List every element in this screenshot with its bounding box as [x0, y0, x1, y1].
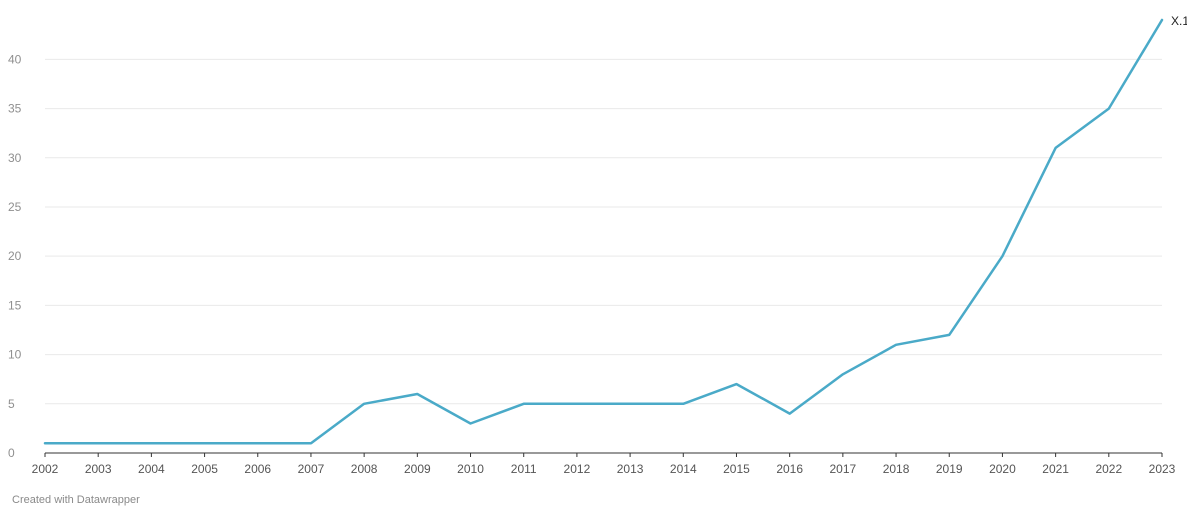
x-tick-label-2007: 2007: [298, 462, 325, 476]
y-tick-label-30: 30: [8, 151, 22, 165]
x-tick-label-2021: 2021: [1042, 462, 1069, 476]
x-tick-label-2016: 2016: [776, 462, 803, 476]
gridlines: [45, 58, 1162, 405]
y-tick-label-20: 20: [8, 249, 22, 263]
y-tick-label-40: 40: [8, 52, 22, 66]
x-tick-label-2015: 2015: [723, 462, 750, 476]
series-line-0: [43, 18, 1164, 445]
x-axis-ticks: 2002 2003 2004 2005 2006 2007 2008 2009 2010 2011…: [32, 453, 1176, 476]
y-tick-label-5: 5: [8, 397, 15, 411]
x-tick-label-2003: 2003: [85, 462, 112, 476]
x-tick-label-2022: 2022: [1095, 462, 1122, 476]
credit-text: Created with Datawrapper: [12, 494, 140, 506]
x-tick-label-2020: 2020: [989, 462, 1016, 476]
x-tick-label-2014: 2014: [670, 462, 697, 476]
y-tick-label-10: 10: [8, 348, 22, 362]
x-tick-label-2009: 2009: [404, 462, 431, 476]
x-tick-label-2017: 2017: [830, 462, 857, 476]
y-tick-label-0: 0: [8, 446, 15, 460]
series-group: X.1: [43, 14, 1187, 445]
x-tick-label-2012: 2012: [564, 462, 591, 476]
x-tick-label-2018: 2018: [883, 462, 910, 476]
y-tick-label-25: 25: [8, 200, 22, 214]
x-tick-label-2004: 2004: [138, 462, 165, 476]
x-tick-label-2011: 2011: [511, 462, 537, 476]
x-tick-label-2008: 2008: [351, 462, 378, 476]
x-tick-label-2002: 2002: [32, 462, 59, 476]
x-tick-label-2010: 2010: [457, 462, 484, 476]
x-tick-label-2023: 2023: [1149, 462, 1176, 476]
x-tick-label-2013: 2013: [617, 462, 644, 476]
y-tick-label-15: 15: [8, 298, 22, 312]
y-tick-label-35: 35: [8, 102, 22, 116]
x-tick-label-2005: 2005: [191, 462, 218, 476]
y-axis-tick-labels: 0 5 10 15 20 25 30 35 40: [8, 52, 22, 460]
x-tick-label-2019: 2019: [936, 462, 963, 476]
series-label: X.1: [1171, 14, 1187, 28]
x-tick-label-2006: 2006: [244, 462, 271, 476]
